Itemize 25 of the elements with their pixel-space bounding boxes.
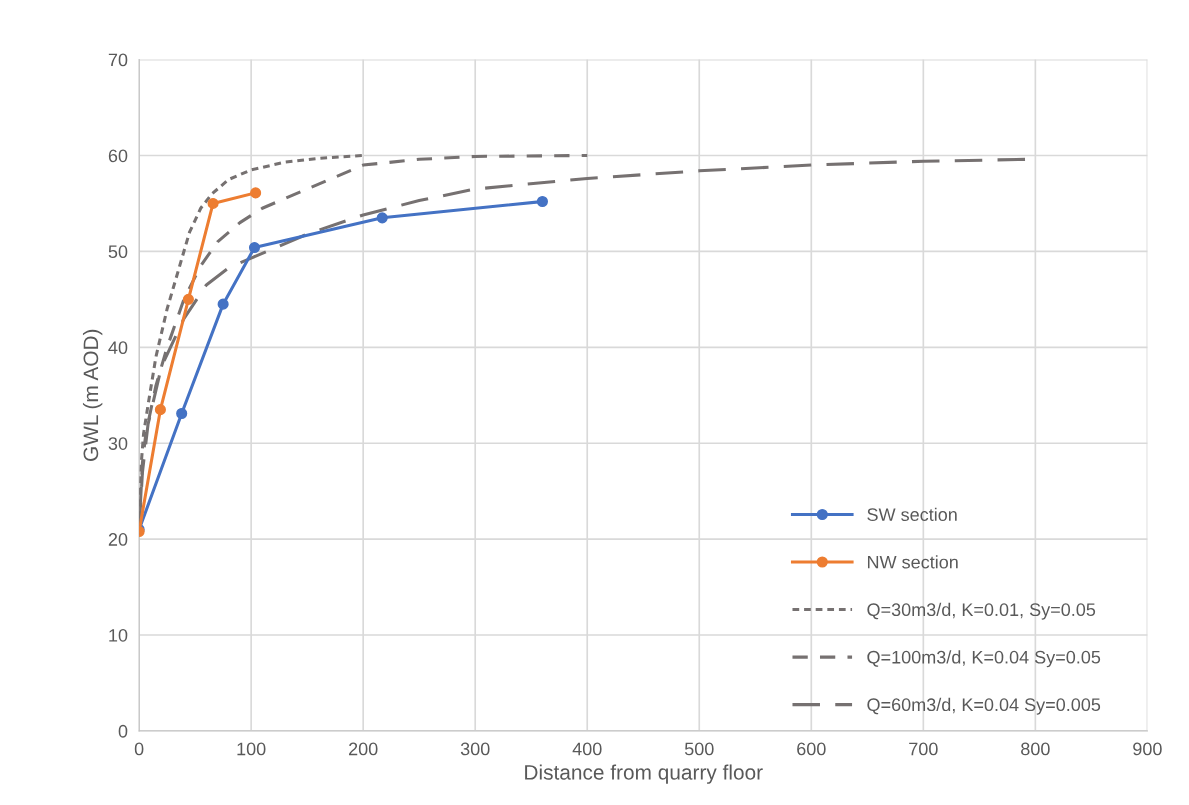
x-tick-label: 800 [1021,742,1050,756]
y-tick-label: 70 [108,53,128,67]
y-tick-label: 0 [118,724,128,738]
y-tick-label: 30 [108,437,128,450]
y-tick-label: 10 [109,628,128,642]
x-tick-label: 500 [684,742,714,756]
x-tick-label: 200 [349,742,378,756]
legend-label: NW section [867,555,958,569]
x-tick-label: 400 [572,742,602,756]
y-axis-title: GWL (m AOD) [82,329,103,461]
x-tick-label: 0 [134,742,144,756]
x-tick-label: 700 [909,742,938,756]
y-tick-label: 50 [108,245,128,259]
x-tick-label: 600 [797,742,826,756]
x-tick-label: 100 [237,742,266,756]
x-tick-label: 300 [460,742,490,756]
y-tick-label: 20 [108,533,128,546]
x-tick-label: 900 [1133,742,1162,756]
legend-label: Q=60m3/d, K=0.04 Sy=0.005 [867,697,1101,715]
x-axis-title: Distance from quarry floor [525,764,763,784]
y-tick-label: 60 [108,149,128,163]
y-tick-label: 40 [108,341,128,355]
legend-label: Q=30m3/d, K=0.01, Sy=0.05 [867,602,1096,620]
legend-label: SW section [867,507,957,522]
legend-label: Q=100m3/d, K=0.04 Sy=0.05 [867,650,1101,668]
